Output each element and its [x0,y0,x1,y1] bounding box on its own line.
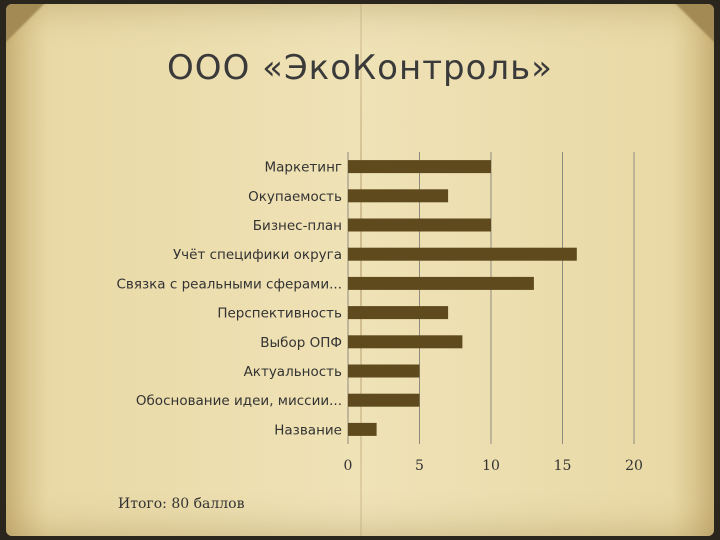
bar [348,160,491,174]
bar [348,189,449,203]
bar [348,218,491,232]
x-tick-label: 20 [625,458,643,474]
slide-title: ООО «ЭкоКонтроль» [167,48,553,88]
bar [348,247,577,261]
page-corner-left [6,4,46,44]
page-corner-right [674,4,714,44]
category-label: Актуальность [244,364,342,380]
category-label: Связка с реальными сферами... [116,276,342,292]
category-label: Перспективность [217,306,342,322]
category-label: Окупаемость [248,189,342,205]
category-label: Учёт специфики округа [173,247,342,263]
bar [348,306,449,320]
page-background [6,4,714,536]
category-label: Бизнес-план [253,218,342,234]
book-spine [360,4,362,536]
x-tick-label: 5 [415,458,424,474]
category-label: Название [274,422,342,438]
category-label: Маркетинг [264,160,342,176]
x-tick-label: 15 [554,458,572,474]
bar [348,335,463,349]
x-tick-label: 0 [344,458,353,474]
bar [348,422,377,436]
bar [348,393,420,407]
category-label: Обоснование идеи, миссии... [136,393,342,409]
total-score-note: Итого: 80 баллов [118,496,245,512]
x-tick-label: 10 [482,458,500,474]
bar [348,276,534,290]
category-label: Выбор ОПФ [260,335,342,351]
bar [348,364,420,378]
